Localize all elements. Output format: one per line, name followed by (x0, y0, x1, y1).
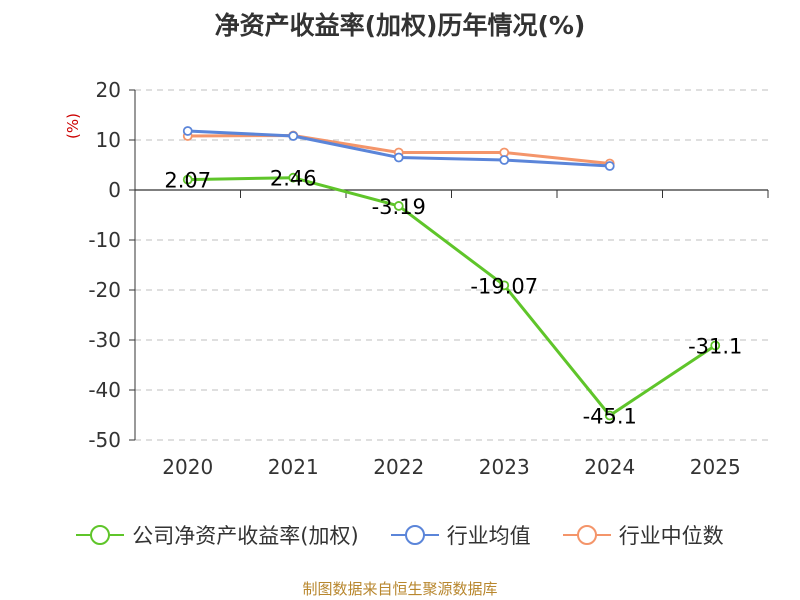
series-lines (182, 126, 721, 421)
legend-label-industry-mean: 行业均值 (446, 524, 531, 548)
y-tick-label: -40 (88, 378, 121, 402)
data-label: -31.1 (688, 335, 742, 359)
x-tick-label: 2020 (162, 455, 213, 479)
data-label: 2.46 (270, 167, 317, 191)
legend-swatch-industry-median-icon (562, 525, 611, 545)
legend-label-company: 公司净资产收益率(加权) (132, 524, 359, 548)
axes: 20 10 0 -10 -20 -30 -40 -50 2020 2021 2022 2023 2024… (64, 78, 769, 479)
data-point (499, 280, 510, 291)
y-tick-label: 20 (96, 78, 121, 102)
y-tick-label: 10 (96, 128, 121, 152)
x-tick-label: 2023 (479, 455, 530, 479)
data-point (604, 161, 615, 171)
x-tick-label: 2022 (373, 455, 424, 479)
data-point (182, 126, 193, 136)
x-tick-label: 2024 (584, 455, 635, 479)
y-tick-label: -30 (88, 328, 121, 352)
data-label: 2.07 (164, 169, 211, 193)
y-tick-label: 0 (108, 178, 121, 202)
data-point (710, 340, 721, 351)
data-point (288, 131, 299, 141)
legend-swatch-company-icon (76, 525, 125, 545)
x-tick-label: 2025 (690, 455, 741, 479)
legend-item-company[interactable]: 公司净资产收益率(加权) (76, 520, 359, 550)
data-point (604, 410, 615, 421)
y-tick-label: -50 (88, 428, 121, 452)
x-tick-label: 2021 (268, 455, 319, 479)
legend-item-industry-median[interactable]: 行业中位数 (562, 520, 724, 550)
data-labels: 2.07 2.46 -3.19 -19.07 -45.1 -31.1 (164, 167, 742, 429)
chart-title: 净资产收益率(加权)历年情况(%) (214, 11, 586, 40)
data-point (499, 155, 510, 165)
legend-swatch-industry-mean-icon (390, 525, 439, 545)
y-axis-label: (%) (64, 113, 82, 139)
y-tick-label: -20 (88, 278, 121, 302)
data-point (393, 152, 404, 163)
source-note: 制图数据来自恒生聚源数据库 (302, 580, 498, 598)
data-label: -3.19 (372, 195, 426, 219)
data-point (288, 172, 299, 183)
data-point (393, 201, 404, 211)
legend-item-industry-mean[interactable]: 行业均值 (390, 520, 531, 550)
grid-lines (135, 89, 768, 441)
series-line (187, 176, 717, 417)
legend-label-industry-median: 行业中位数 (618, 524, 724, 548)
legend: 公司净资产收益率(加权) 行业均值 行业中位数 (0, 520, 800, 550)
data-label: -45.1 (583, 405, 637, 429)
data-label: -19.07 (470, 274, 538, 298)
data-point (182, 174, 193, 185)
y-tick-label: -10 (88, 228, 121, 252)
